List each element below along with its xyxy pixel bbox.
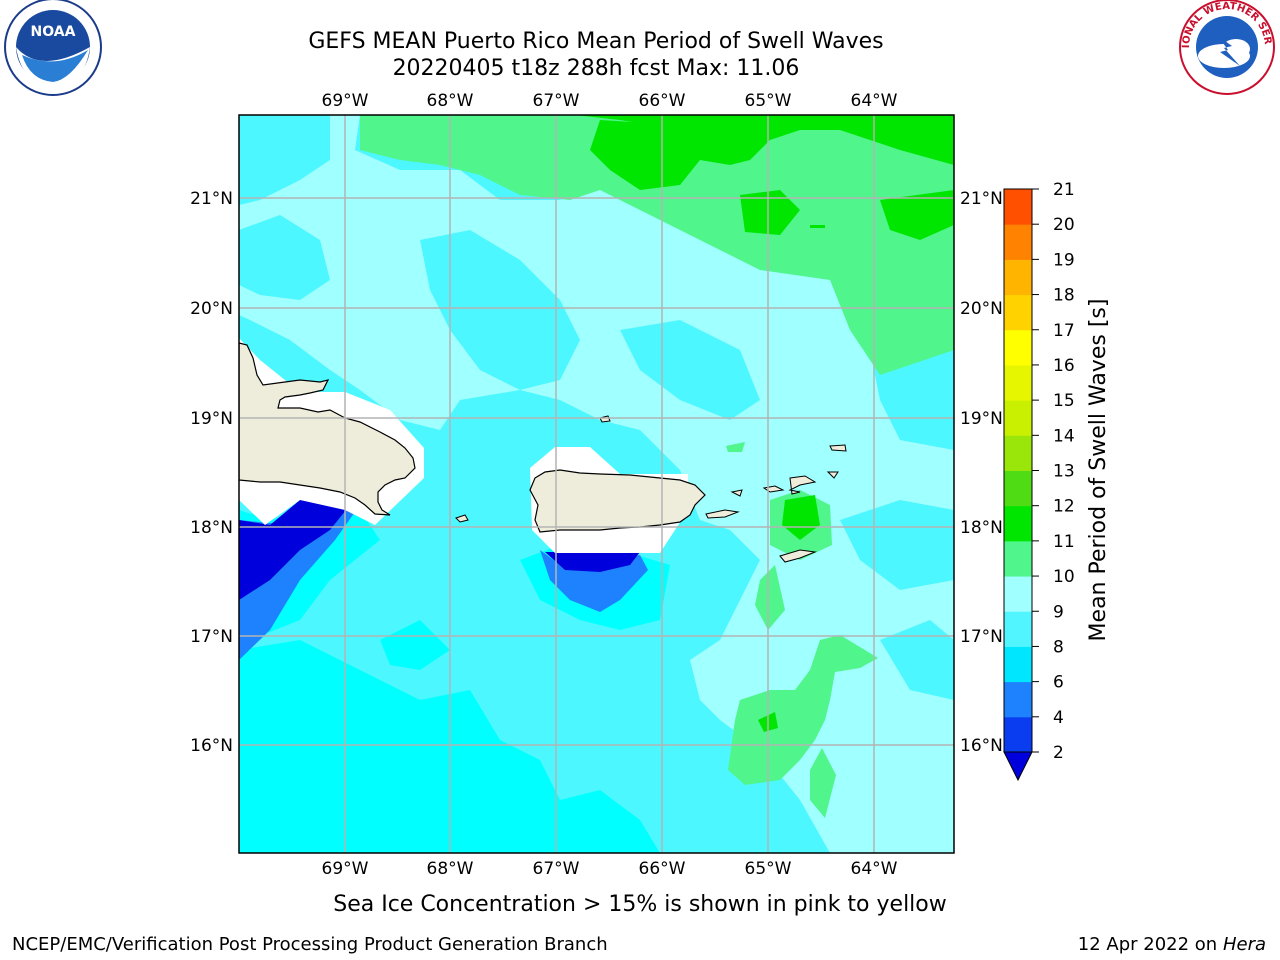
- lat-label: 18°N: [190, 518, 233, 538]
- lon-label: 66°W: [639, 91, 686, 111]
- lon-labels-top: 69°W 68°W 67°W 66°W 65°W 64°W: [322, 91, 898, 111]
- lat-label: 17°N: [190, 627, 233, 647]
- lon-label: 65°W: [745, 91, 792, 111]
- colorbar-tick-label: 17: [1053, 321, 1075, 341]
- lat-label: 21°N: [960, 189, 1003, 209]
- lat-label: 16°N: [960, 736, 1003, 756]
- lat-label: 19°N: [960, 409, 1003, 429]
- colorbar-band: [1004, 681, 1032, 718]
- colorbar-ticks: 2 4 6 8 9 10 11 12 13 14 15 16 17 18 19 20 21: [1032, 180, 1075, 763]
- lat-label: 21°N: [190, 189, 233, 209]
- lon-labels-bottom: 69°W 68°W 67°W 66°W 65°W 64°W: [322, 859, 898, 879]
- credit-text: NCEP/EMC/Verification Post Processing Pr…: [12, 934, 608, 955]
- lat-label: 20°N: [190, 299, 233, 319]
- lon-label: 68°W: [427, 91, 474, 111]
- colorbar-extend-arrow: [1003, 751, 1033, 782]
- colorbar-band: [1004, 435, 1032, 471]
- swell-period-contours: [239, 115, 954, 853]
- colorbar-band: [1004, 716, 1032, 753]
- lat-label: 16°N: [190, 736, 233, 756]
- colorbar-tick-label: 6: [1053, 673, 1064, 693]
- lat-label: 20°N: [960, 299, 1003, 319]
- machine-name: Hera: [1223, 934, 1266, 955]
- lon-label: 66°W: [639, 859, 686, 879]
- colorbar-band: [1004, 294, 1032, 331]
- date-text: 12 Apr 2022 on: [1078, 934, 1223, 955]
- lon-label: 69°W: [322, 859, 369, 879]
- sea-ice-note: Sea Ice Concentration > 15% is shown in …: [333, 892, 947, 917]
- colorbar-tick-label: 13: [1053, 462, 1075, 482]
- colorbar-band: [1004, 224, 1032, 260]
- colorbar-bands: [1004, 189, 1032, 753]
- colorbar-tick-label: 19: [1053, 250, 1075, 270]
- colorbar-tick-label: 15: [1053, 391, 1075, 411]
- colorbar-tick-label: 16: [1053, 356, 1075, 376]
- noaa-logo-text: NOAA: [31, 24, 76, 40]
- colorbar: 2 4 6 8 9 10 11 12 13 14 15 16 17 18 19 20 21 Mean Perio…: [1003, 180, 1111, 782]
- colorbar-band: [1004, 611, 1032, 647]
- colorbar-tick-label: 9: [1053, 602, 1064, 622]
- lon-label: 64°W: [851, 91, 898, 111]
- chart-subtitle: 20220405 t18z 288h fcst Max: 11.06: [393, 56, 800, 81]
- colorbar-tick-label: 11: [1053, 532, 1075, 552]
- colorbar-band: [1004, 400, 1032, 436]
- colorbar-tick-label: 8: [1053, 637, 1064, 657]
- lat-label: 17°N: [960, 627, 1003, 647]
- colorbar-tick-label: 20: [1053, 215, 1075, 235]
- colorbar-tick-label: 21: [1053, 180, 1075, 200]
- lon-label: 65°W: [745, 859, 792, 879]
- noaa-logo: NOAA: [4, 0, 102, 96]
- map-frame: [238, 114, 955, 854]
- lat-label: 18°N: [960, 518, 1003, 538]
- colorbar-band: [1004, 364, 1032, 401]
- lat-label: 19°N: [190, 409, 233, 429]
- colorbar-tick-label: 10: [1053, 567, 1075, 587]
- colorbar-tick-label: 12: [1053, 497, 1075, 517]
- colorbar-band: [1004, 189, 1032, 225]
- lon-label: 67°W: [533, 859, 580, 879]
- colorbar-band: [1004, 576, 1032, 612]
- colorbar-band: [1004, 259, 1032, 296]
- colorbar-label: Mean Period of Swell Waves [s]: [1086, 299, 1111, 642]
- colorbar-tick-label: 14: [1053, 426, 1075, 446]
- colorbar-band: [1004, 470, 1032, 507]
- colorbar-tick-label: 18: [1053, 286, 1075, 306]
- colorbar-band: [1004, 505, 1032, 542]
- lon-label: 64°W: [851, 859, 898, 879]
- lat-labels-left: 21°N 20°N 19°N 18°N 17°N 16°N: [190, 189, 233, 756]
- lat-labels-right: 21°N 20°N 19°N 18°N 17°N 16°N: [960, 189, 1003, 756]
- colorbar-tick-label: 4: [1053, 708, 1064, 728]
- date-stamp: 12 Apr 2022 on Hera: [1078, 934, 1266, 955]
- lon-label: 69°W: [322, 91, 369, 111]
- lon-label: 68°W: [427, 859, 474, 879]
- colorbar-band: [1004, 329, 1032, 366]
- lon-label: 67°W: [533, 91, 580, 111]
- chart-title: GEFS MEAN Puerto Rico Mean Period of Swe…: [308, 29, 883, 54]
- colorbar-tick-label: 2: [1053, 743, 1064, 763]
- colorbar-band: [1004, 540, 1032, 577]
- graticule: [239, 115, 954, 853]
- colorbar-band: [1004, 646, 1032, 683]
